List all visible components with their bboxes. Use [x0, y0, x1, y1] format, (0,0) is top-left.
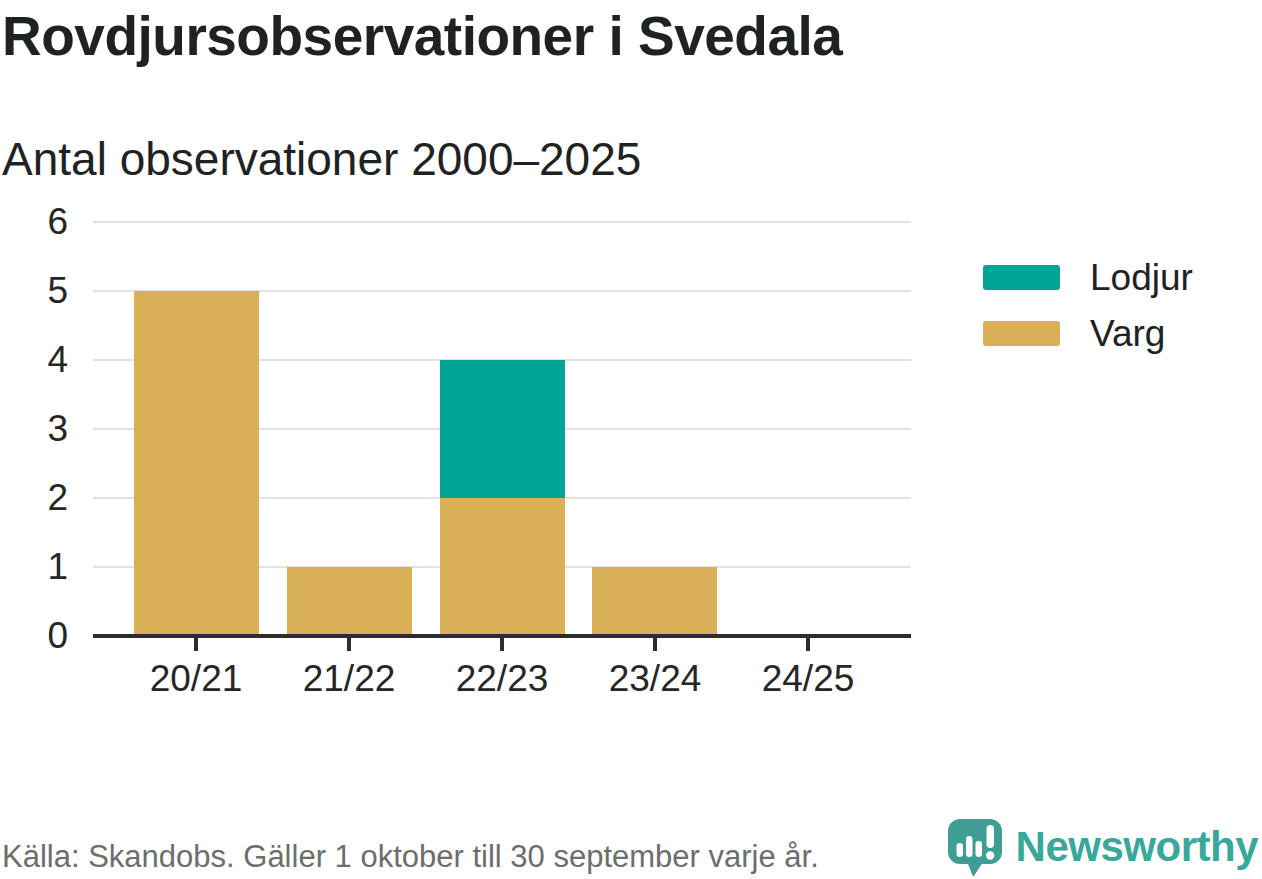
- y-tick-label: 3: [0, 410, 68, 448]
- y-tick-label: 6: [0, 203, 68, 241]
- plot-area: 0 1 2 3 4 5 6 20/2121/2222/2323/2424/25: [0, 0, 1262, 879]
- x-axis-tick: [500, 638, 504, 651]
- y-tick-label: 1: [0, 548, 68, 586]
- x-axis-line: [93, 634, 911, 638]
- x-axis-tick: [347, 638, 351, 651]
- newsworthy-wordmark: Newsworthy: [1016, 823, 1258, 871]
- y-tick-label: 4: [0, 341, 68, 379]
- y-tick-label: 5: [0, 272, 68, 310]
- legend-item-lodjur: Lodjur: [983, 265, 1193, 290]
- x-axis-tick: [194, 638, 198, 651]
- legend-item-varg: Varg: [983, 321, 1193, 346]
- x-tick-label: 20/21: [116, 660, 276, 698]
- gridline-6: [93, 221, 911, 223]
- chart-canvas: Rovdjursobservationer i Svedala Antal ob…: [0, 0, 1262, 879]
- newsworthy-logo: Newsworthy: [947, 818, 1258, 876]
- legend-label: Varg: [1090, 315, 1165, 352]
- x-tick-label: 22/23: [422, 660, 582, 698]
- y-tick-label: 2: [0, 479, 68, 517]
- bar-20-21-varg: [134, 291, 259, 636]
- x-tick-label: 23/24: [575, 660, 735, 698]
- legend-label: Lodjur: [1090, 259, 1193, 296]
- y-tick-label: 0: [0, 617, 68, 655]
- legend-swatch-varg: [983, 321, 1060, 346]
- bar-21-22-varg: [287, 567, 412, 636]
- newsworthy-icon: [947, 818, 1003, 876]
- x-axis-tick: [806, 638, 810, 651]
- x-axis-tick: [653, 638, 657, 651]
- bar-23-24-varg: [592, 567, 717, 636]
- x-tick-label: 24/25: [728, 660, 888, 698]
- x-tick-label: 21/22: [269, 660, 429, 698]
- source-note: Källa: Skandobs. Gäller 1 oktober till 3…: [2, 839, 819, 875]
- legend: Lodjur Varg: [983, 265, 1193, 377]
- bar-22-23-varg: [440, 498, 565, 636]
- legend-swatch-lodjur: [983, 265, 1060, 290]
- bar-22-23-lodjur: [440, 360, 565, 498]
